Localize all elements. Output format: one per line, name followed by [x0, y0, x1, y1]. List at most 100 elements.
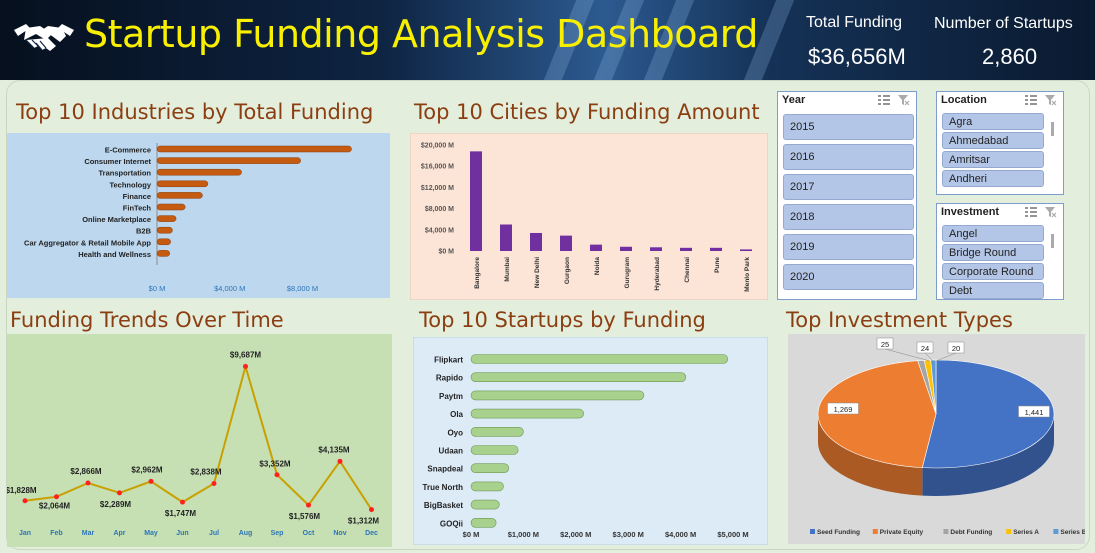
clear-filter-icon[interactable]: [1045, 207, 1057, 218]
startup-label: Oyo: [447, 428, 463, 437]
startup-bar: [470, 481, 504, 492]
city-bar: [620, 246, 632, 251]
month-label: Oct: [303, 530, 315, 537]
industry-bar: [156, 250, 170, 257]
location-slicer-item[interactable]: Agra: [942, 113, 1044, 130]
year-slicer-title: Year: [782, 94, 806, 106]
pie-data-label: 1,269: [834, 405, 853, 414]
x-tick-label: $4,000 M: [665, 530, 696, 539]
month-label: May: [144, 530, 158, 537]
city-label: New Delhi: [534, 257, 541, 288]
investment-slicer-item[interactable]: Angel: [942, 225, 1044, 242]
city-bar: [470, 151, 482, 251]
data-label: $2,838M: [190, 467, 221, 476]
location-slicer-item[interactable]: Andheri: [942, 170, 1044, 187]
year-slicer-item[interactable]: 2015: [783, 114, 914, 140]
legend-swatch: [872, 529, 878, 534]
kpi-number-startups-value: 2,860: [982, 44, 1038, 69]
industry-bar: [156, 215, 177, 222]
cities-bar-chart: $0 M $4,000 M $8,000 M $12,000 M $16,000 M $2…: [410, 133, 768, 300]
startups-section-title: Top 10 Startups by Funding: [419, 308, 706, 332]
x-tick-label: $2,000 M: [560, 530, 591, 539]
city-bar: [740, 249, 752, 251]
investment-pie-chart: 1,441 1,269 25 24 20 Seed Funding Private Equi…: [788, 334, 1085, 544]
y-tick-label: $4,000 M: [425, 227, 454, 234]
startup-label: BigBasket: [424, 501, 463, 510]
pie-slice-side: [818, 414, 923, 496]
industry-label: Transportation: [98, 169, 151, 178]
year-slicer-item[interactable]: 2019: [783, 234, 914, 260]
pie-data-label: 24: [921, 344, 929, 353]
year-slicer-item[interactable]: 2020: [783, 264, 914, 290]
industry-label: Consumer Internet: [84, 157, 151, 166]
kpi-total-funding-label: Total Funding: [806, 14, 903, 31]
data-label: $1,576M: [289, 512, 320, 521]
multi-select-icon[interactable]: [878, 95, 890, 106]
industry-label: FinTech: [123, 204, 152, 213]
investment-slicer-item[interactable]: Corporate Round: [942, 263, 1044, 280]
city-label: Gurugram: [624, 257, 631, 289]
city-label: Pune: [714, 257, 721, 273]
year-slicer: Year 2015 2016 2017 2018 2019 2020: [777, 91, 917, 300]
data-label: $2,962M: [131, 465, 162, 474]
industry-label: E-Commerce: [105, 146, 151, 155]
pie-label-box: [827, 402, 859, 415]
startup-label: Ola: [450, 410, 463, 419]
data-label: $9,687M: [230, 350, 261, 359]
city-bar: [650, 247, 662, 251]
legend-label: Debt Funding: [950, 529, 992, 536]
location-slicer-item[interactable]: Ahmedabad: [942, 132, 1044, 149]
industry-label: B2B: [136, 227, 152, 236]
month-label: Sep: [271, 530, 284, 537]
x-tick-label: $1,000 M: [508, 530, 539, 539]
city-label: Chennai: [684, 257, 691, 283]
industries-bar-chart: E-Commerce Consumer Internet Transportatio…: [7, 133, 390, 298]
startup-label: Rapido: [436, 374, 463, 383]
clear-filter-icon[interactable]: [898, 95, 910, 106]
startup-label: Snapdeal: [427, 465, 463, 474]
startup-bar: [470, 463, 510, 473]
legend-swatch: [1053, 529, 1059, 534]
clear-filter-icon[interactable]: [1045, 95, 1057, 106]
industry-label: Car Aggregator & Retail Mobile App: [24, 238, 151, 247]
legend-swatch: [1006, 529, 1012, 534]
location-slicer-scrollbar[interactable]: [1051, 122, 1054, 136]
data-label: $2,866M: [70, 467, 101, 476]
investment-slicer-item[interactable]: Bridge Round: [942, 244, 1044, 261]
multi-select-icon[interactable]: [1025, 207, 1037, 218]
pie-data-label: 25: [881, 340, 889, 349]
startup-label: GOQii: [440, 519, 463, 528]
legend-swatch: [943, 529, 949, 534]
pie-data-label: 1,441: [1025, 408, 1044, 417]
y-tick-label: $16,000 M: [421, 164, 454, 171]
city-bar: [680, 247, 692, 251]
chart-background: [413, 337, 768, 545]
handshake-icon: [14, 24, 74, 51]
startup-bar: [470, 518, 497, 528]
year-slicer-item[interactable]: 2016: [783, 144, 914, 170]
legend-label: Private Equity: [880, 529, 924, 536]
city-bar: [500, 224, 512, 251]
legend-label: Series A: [1013, 529, 1039, 536]
pie-leader-line: [935, 352, 957, 362]
month-label: Nov: [333, 530, 346, 537]
multi-select-icon[interactable]: [1025, 95, 1037, 106]
investment-slicer-scrollbar[interactable]: [1051, 234, 1054, 248]
industries-section-title: Top 10 Industries by Total Funding: [16, 100, 374, 124]
data-label: $2,064M: [39, 502, 70, 511]
city-bar: [560, 235, 572, 251]
legend-label: Seed Funding: [817, 529, 860, 536]
city-label: Hyderabad: [654, 257, 661, 291]
year-slicer-item[interactable]: 2017: [783, 174, 914, 200]
location-slicer: Location Agra Ahmedabad Amritsar Andheri: [936, 91, 1064, 195]
pie-slice: [930, 359, 937, 415]
pie-slice: [817, 360, 937, 468]
year-slicer-item[interactable]: 2018: [783, 204, 914, 230]
location-slicer-item[interactable]: Amritsar: [942, 151, 1044, 168]
legend-label: Series B: [1060, 529, 1085, 536]
month-label: Jun: [176, 530, 188, 537]
kpi-total-funding-value: $36,656M: [808, 44, 906, 69]
data-point-marker: [148, 478, 154, 484]
investment-slicer-item[interactable]: Debt: [942, 282, 1044, 299]
city-label: Bangalore: [474, 257, 481, 289]
